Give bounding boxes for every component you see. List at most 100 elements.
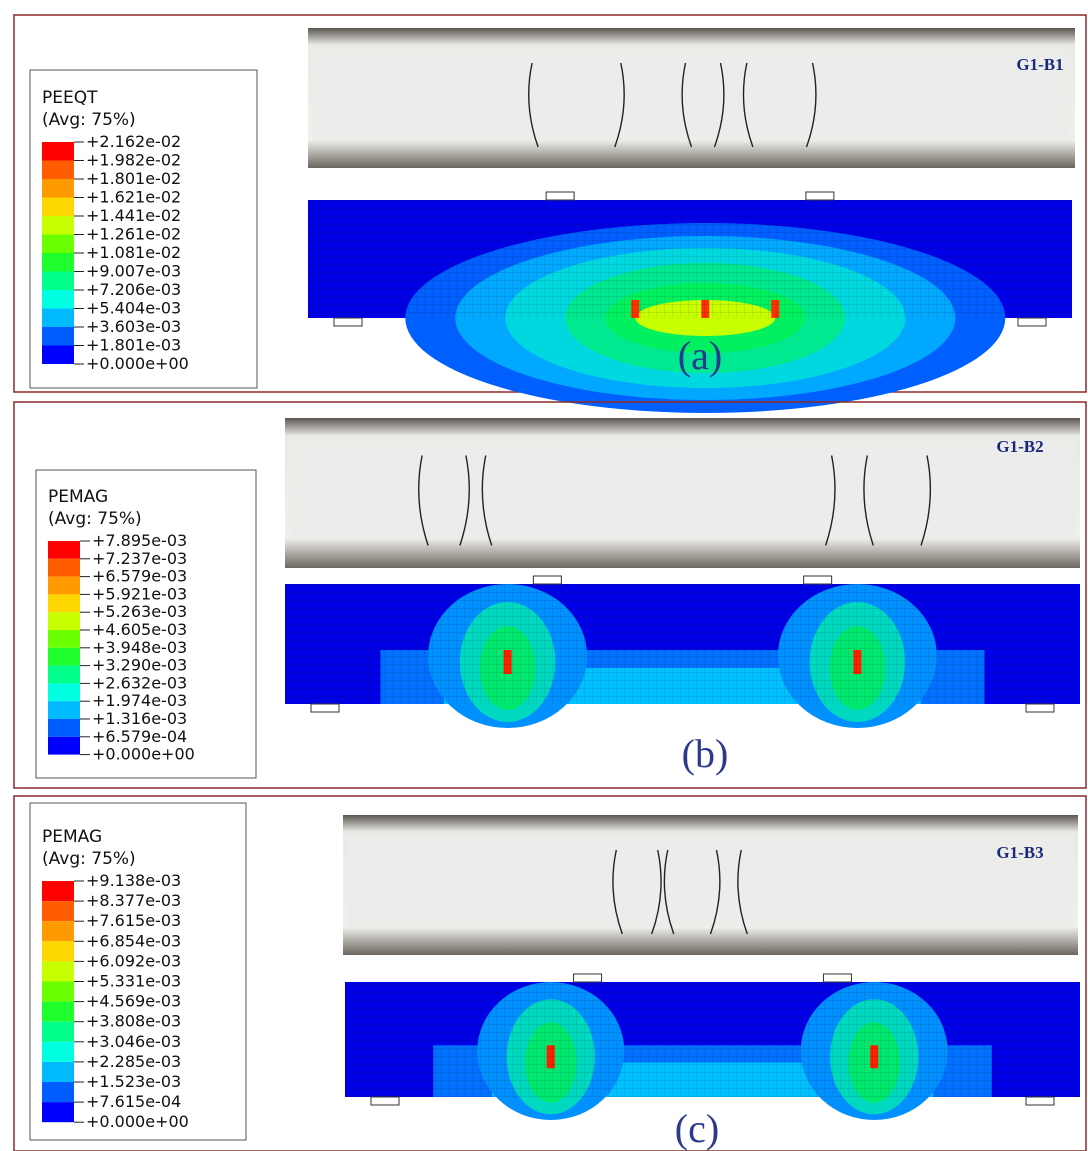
legend-swatch bbox=[42, 921, 74, 942]
panel-frame bbox=[13, 795, 1087, 1151]
legend-swatch bbox=[42, 290, 74, 309]
legend-label: +7.615e-03 bbox=[86, 911, 181, 930]
legend-swatch bbox=[48, 630, 80, 648]
legend-label: +6.092e-03 bbox=[86, 951, 181, 970]
legend-title: PEMAG bbox=[42, 827, 102, 847]
legend-swatch bbox=[42, 1041, 74, 1062]
crack bbox=[863, 455, 874, 546]
legend-swatch bbox=[48, 701, 80, 719]
support bbox=[532, 575, 562, 585]
legend-label: +9.007e-03 bbox=[86, 262, 181, 281]
fe-contour bbox=[308, 200, 1072, 413]
legend-label: +5.331e-03 bbox=[86, 972, 181, 991]
legend-swatch bbox=[42, 142, 74, 161]
fe-contour bbox=[345, 982, 1080, 1120]
legend-label: +7.206e-03 bbox=[86, 280, 181, 299]
crack bbox=[681, 62, 693, 148]
caption: (a) bbox=[678, 333, 722, 378]
legend-swatch bbox=[42, 327, 74, 346]
legend-swatch bbox=[48, 558, 80, 577]
legend-label: +0.000e+00 bbox=[86, 354, 189, 373]
legend-label: +8.377e-03 bbox=[86, 891, 181, 910]
support bbox=[803, 575, 833, 585]
legend-swatch bbox=[42, 981, 74, 1002]
legend-swatch bbox=[42, 197, 74, 216]
beam-photo-face bbox=[313, 49, 1070, 140]
crack bbox=[418, 455, 429, 546]
legend-swatch bbox=[48, 647, 80, 666]
support bbox=[1025, 703, 1055, 713]
caption: (c) bbox=[675, 1106, 719, 1151]
support bbox=[1025, 1096, 1055, 1106]
legend-swatch bbox=[48, 736, 80, 755]
crack bbox=[805, 62, 817, 148]
legend-swatch bbox=[42, 1021, 74, 1042]
crack bbox=[742, 62, 754, 148]
legend-label: +2.162e-02 bbox=[86, 132, 181, 151]
crack bbox=[614, 62, 625, 148]
support bbox=[805, 191, 835, 201]
legend-title: PEMAG bbox=[48, 487, 108, 507]
legend-label: +1.261e-02 bbox=[86, 225, 181, 244]
beam-photo-face bbox=[348, 836, 1073, 927]
photo-label: G1-B3 bbox=[996, 843, 1043, 862]
legend-swatch bbox=[48, 719, 80, 737]
crack bbox=[737, 849, 748, 935]
crack bbox=[528, 62, 539, 148]
legend-label: +6.579e-04 bbox=[92, 727, 187, 746]
legend-label: +2.632e-03 bbox=[92, 673, 187, 692]
crack bbox=[651, 849, 662, 935]
legend-label: +7.895e-03 bbox=[92, 531, 187, 550]
support bbox=[545, 191, 575, 201]
legend-swatch bbox=[48, 576, 80, 595]
crack bbox=[824, 455, 836, 546]
support bbox=[370, 1096, 400, 1106]
legend-swatch bbox=[42, 253, 74, 272]
legend-label: +4.605e-03 bbox=[92, 620, 187, 639]
legend-swatch bbox=[42, 345, 74, 364]
legend-label: +7.237e-03 bbox=[92, 549, 187, 568]
legend-label: +1.801e-03 bbox=[86, 336, 181, 355]
legend-swatch bbox=[48, 612, 80, 630]
support bbox=[333, 317, 363, 327]
crack bbox=[709, 849, 721, 935]
legend-label: +0.000e+00 bbox=[86, 1112, 189, 1131]
panel-frame bbox=[13, 401, 1087, 789]
legend-label: +1.982e-02 bbox=[86, 151, 181, 170]
legend-label: +1.974e-03 bbox=[92, 691, 187, 710]
legend-swatch bbox=[42, 1061, 74, 1082]
legend-swatch bbox=[42, 881, 74, 902]
legend-swatch bbox=[42, 961, 74, 982]
legend-swatch bbox=[42, 160, 74, 179]
legend-label: +1.801e-02 bbox=[86, 169, 181, 188]
fe-mesh bbox=[285, 584, 1080, 704]
legend-label: +3.290e-03 bbox=[92, 656, 187, 675]
legend-swatch bbox=[42, 216, 74, 235]
legend-subtitle: (Avg: 75%) bbox=[48, 509, 142, 529]
photo-label: G1-B1 bbox=[1016, 55, 1063, 74]
legend-swatch bbox=[48, 594, 80, 613]
fe-mesh bbox=[345, 982, 1080, 1097]
legend-label: +3.046e-03 bbox=[86, 1032, 181, 1051]
legend-swatch bbox=[42, 1001, 74, 1022]
legend-swatch bbox=[42, 1102, 74, 1123]
legend-swatch bbox=[42, 1082, 74, 1103]
crack bbox=[920, 455, 932, 546]
legend-subtitle: (Avg: 75%) bbox=[42, 110, 136, 130]
legend-swatch bbox=[42, 271, 74, 290]
legend-label: +1.621e-02 bbox=[86, 188, 181, 207]
crack bbox=[481, 455, 493, 546]
legend-label: +3.603e-03 bbox=[86, 317, 181, 336]
legend-swatch bbox=[42, 234, 74, 253]
legend-label: +6.854e-03 bbox=[86, 931, 181, 950]
legend-label: +3.808e-03 bbox=[86, 1012, 181, 1031]
fe-mesh bbox=[308, 200, 1072, 318]
legend-label: +5.921e-03 bbox=[92, 584, 187, 603]
legend-label: +0.000e+00 bbox=[92, 745, 195, 764]
photo-label: G1-B2 bbox=[996, 437, 1043, 456]
legend-label: +7.615e-04 bbox=[86, 1092, 181, 1111]
legend-label: +1.523e-03 bbox=[86, 1072, 181, 1091]
fe-contour bbox=[285, 584, 1080, 728]
legend-label: +1.441e-02 bbox=[86, 206, 181, 225]
